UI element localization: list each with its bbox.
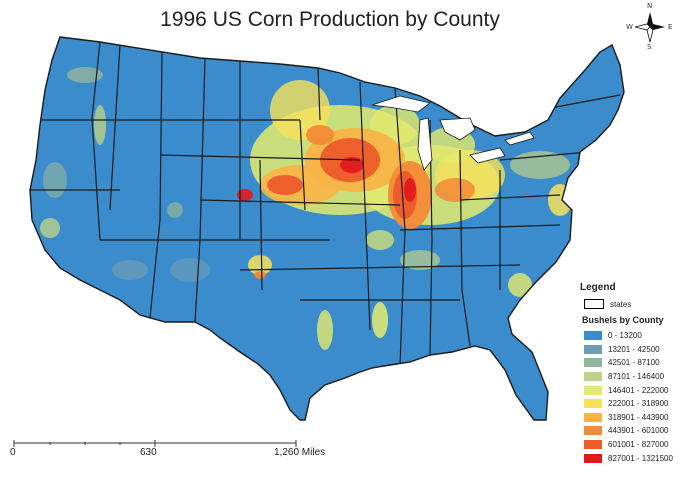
- legend-bin-label: 443901 - 601000: [608, 426, 669, 436]
- state-borders: [30, 41, 621, 366]
- legend-swatch: [584, 385, 602, 395]
- legend-states-label: states: [610, 299, 632, 309]
- legend-bin-row: 827001 - 1321500: [580, 451, 680, 465]
- compass-s: S: [647, 43, 652, 51]
- legend-bin-row: 601001 - 827000: [580, 438, 680, 452]
- compass-star-icon: [634, 12, 665, 43]
- legend-bin-row: 222001 - 318900: [580, 397, 680, 411]
- legend-bin-label: 827001 - 1321500: [608, 453, 673, 463]
- legend-bins: 0 - 13200 13201 - 42500 42501 - 87100 87101…: [580, 329, 680, 465]
- legend-bin-label: 0 - 13200: [608, 331, 642, 341]
- land-base: [30, 37, 624, 420]
- scale-label-1: 630: [140, 447, 157, 458]
- legend-bin-row: 0 - 13200: [580, 329, 680, 343]
- legend-bin-label: 601001 - 827000: [608, 440, 669, 450]
- legend-bin-row: 42501 - 87100: [580, 356, 680, 370]
- legend-states-row: states: [580, 299, 680, 309]
- legend: Legend states Bushels by County 0 - 1320…: [580, 282, 680, 465]
- legend-bin-label: 146401 - 222000: [608, 385, 669, 395]
- scale-bar: 0 630 1,260 Miles: [0, 440, 360, 480]
- legend-bin-label: 42501 - 87100: [608, 358, 660, 368]
- legend-bin-label: 318901 - 443900: [608, 412, 669, 422]
- map-title: 1996 US Corn Production by County: [160, 8, 500, 31]
- legend-swatch: [584, 453, 602, 463]
- scale-label-0: 0: [10, 447, 16, 458]
- legend-bin-label: 13201 - 42500: [608, 344, 660, 354]
- legend-swatch: [584, 358, 602, 368]
- great-lakes: [371, 95, 535, 171]
- legend-swatch: [584, 344, 602, 354]
- scale-bar-line: [13, 440, 297, 447]
- legend-swatch: [584, 399, 602, 409]
- legend-swatch: [584, 412, 602, 422]
- legend-bin-row: 13201 - 42500: [580, 343, 680, 357]
- compass-w: W: [626, 23, 633, 31]
- legend-bin-label: 222001 - 318900: [608, 399, 669, 409]
- legend-bin-row: 146401 - 222000: [580, 383, 680, 397]
- legend-bins-title: Bushels by County: [582, 315, 664, 325]
- states-symbol: [584, 299, 604, 309]
- compass-rose: N S W E: [622, 2, 678, 52]
- legend-bin-row: 443901 - 601000: [580, 424, 680, 438]
- compass-n: N: [647, 2, 653, 10]
- legend-bin-row: 318901 - 443900: [580, 411, 680, 425]
- legend-bin-label: 87101 - 146400: [608, 372, 665, 382]
- legend-bin-row: 87101 - 146400: [580, 370, 680, 384]
- legend-swatch: [584, 331, 602, 341]
- legend-swatch: [584, 440, 602, 450]
- compass-e: E: [668, 23, 673, 31]
- scale-label-2: 1,260 Miles: [274, 447, 326, 458]
- legend-swatch: [584, 372, 602, 382]
- legend-title: Legend: [580, 282, 616, 293]
- legend-swatch: [584, 426, 602, 436]
